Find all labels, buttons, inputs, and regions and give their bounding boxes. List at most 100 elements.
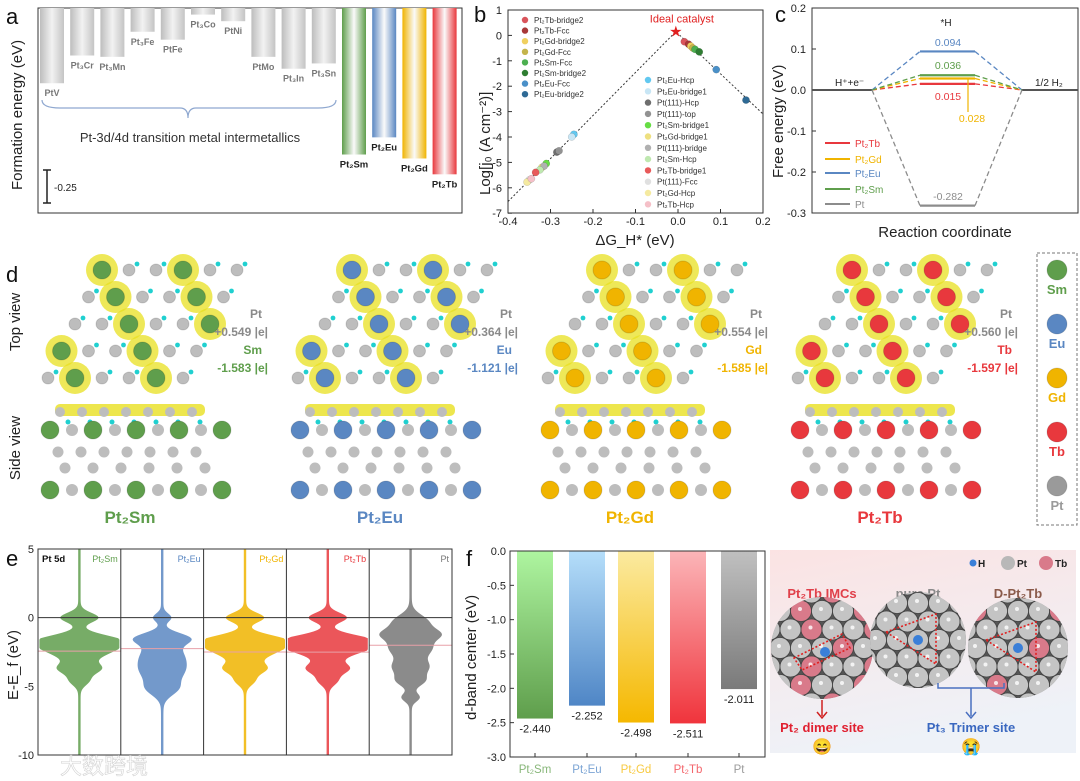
pt-atom (187, 407, 197, 417)
tb-atom (800, 618, 823, 641)
rare-earth-atom (83, 480, 103, 500)
charge-depletion-blob (188, 315, 194, 321)
pt-atom (636, 290, 649, 304)
rare-earth-atom (356, 287, 375, 307)
y-tick-label: -7 (492, 208, 502, 220)
pt-atom (327, 407, 337, 417)
watermark: 大数跨境 (60, 754, 148, 779)
pt-atom (167, 446, 179, 458)
legend-label: Pt₂Sm-Hcp (657, 155, 697, 164)
pt-atom (75, 446, 87, 458)
pt-atom (480, 263, 494, 277)
pt-atom (818, 317, 832, 331)
pt-atom (865, 462, 877, 474)
panel-label-f: f (466, 546, 473, 571)
charge-depletion-blob (938, 315, 944, 321)
pt-atom (609, 344, 622, 358)
pt-label: Pt (250, 307, 262, 321)
pt-atom (643, 407, 653, 417)
panel-a-formation-energy: PtV Pt₃Cr Pt₃Mn Pt₃Fe PtFe Pt₃Co PtNi PtMo Pt₃In… (9, 7, 463, 214)
pt-atom (152, 484, 164, 496)
pt-label: Pt (500, 307, 512, 321)
charge-depletion-blob (947, 419, 953, 425)
panel-b-volcano-plot: -0.4 -0.3 -0.2 -0.1 0.0 0.1 0.2 1 0 -1 -2 -3 -4 -5 -6 -… (477, 5, 771, 249)
pt-atom (559, 462, 571, 474)
panel-c-free-energy-diagram: 0.2 0.1 0.0 -0.1 -0.2 -0.3 H⁺+e⁻ *H 1/2 H₂ 0.015 P… (770, 3, 1079, 241)
charge-depletion-blob (925, 288, 930, 294)
pt-atom (349, 407, 359, 417)
y-tick-label: 1 (496, 5, 502, 17)
pt-atom (587, 462, 599, 474)
pt-atom (842, 618, 865, 641)
formation-energy-bar (251, 8, 276, 57)
rare-earth-atom (919, 480, 939, 500)
pt-atom (1007, 600, 1029, 622)
trimer-site-label: Pt₃ Trimer site (927, 720, 1015, 735)
atom-highlight (925, 617, 930, 622)
atom-highlight (946, 654, 951, 659)
pt-atom (95, 317, 109, 331)
legend-label: Pt (1051, 498, 1065, 513)
series-label: Pt₂Eu (178, 554, 201, 564)
bar-value-label: -2.252 (571, 711, 602, 723)
charge-depletion-blob (844, 342, 849, 348)
pt-atom (171, 462, 183, 474)
rare-earth-atom (462, 480, 482, 500)
legend-label: H (978, 559, 985, 570)
pt-atom (902, 484, 914, 496)
pt-atom (82, 344, 95, 358)
tb-atom (1028, 637, 1050, 659)
y-tick-label: -10 (18, 750, 34, 762)
pt-atom (386, 290, 399, 304)
pt-atom (1038, 618, 1061, 641)
bar-value-label: -2.440 (519, 724, 550, 736)
pt-atom (791, 371, 805, 385)
charge-depletion-blob (634, 261, 640, 267)
y-tick-label: -0.5 (487, 580, 506, 592)
charge-depletion-blob (911, 315, 917, 321)
atom-highlight (973, 644, 977, 648)
rare-earth-atom (92, 260, 112, 280)
pt-atom (917, 446, 929, 458)
legend-marker (644, 201, 652, 208)
pdos-area (379, 549, 442, 755)
pt-atom (996, 618, 1019, 641)
pt-atom (717, 290, 730, 304)
formation-energy-bar (372, 8, 397, 138)
y-tick-label: -1.5 (487, 649, 506, 661)
y-tick-label: -2.0 (487, 683, 506, 695)
data-point (531, 168, 540, 177)
pt-atom (665, 407, 675, 417)
x-tick-label: -0.2 (584, 216, 603, 228)
pt-atom (779, 655, 802, 678)
atom-highlight (767, 700, 771, 704)
connector-line (871, 89, 1023, 206)
legend-marker (521, 59, 529, 66)
rare-earth-atom (40, 420, 60, 440)
rare-earth-atom (200, 314, 220, 334)
rare-earth-atom (833, 420, 853, 440)
pt-atom (980, 263, 994, 277)
charge-depletion-blob (438, 369, 444, 375)
panel-label-e: e (6, 546, 18, 571)
pt-atom (413, 344, 426, 358)
pdos-area (39, 549, 120, 755)
x-tick-label: 0.1 (713, 216, 728, 228)
legend-marker (521, 69, 529, 77)
atom-highlight (1015, 607, 1019, 611)
pt-atom (143, 462, 155, 474)
charge-depletion-blob (175, 342, 180, 348)
atom-highlight (873, 636, 877, 640)
pt-atom (348, 446, 360, 458)
bar-label: PtNi (224, 26, 242, 36)
charge-depletion-blob (884, 369, 890, 375)
pt-atom (445, 424, 457, 436)
rare-earth-atom (876, 480, 896, 500)
tb-atom (749, 712, 770, 733)
pt-charge: +0.364 |e| (464, 325, 518, 339)
legend-label: Pt₂Tb (855, 139, 880, 150)
rare-earth-atom (83, 420, 103, 440)
y-tick-label: -3 (492, 107, 502, 119)
pt-atom (199, 462, 211, 474)
bar-label: Pt₃In (283, 74, 304, 84)
